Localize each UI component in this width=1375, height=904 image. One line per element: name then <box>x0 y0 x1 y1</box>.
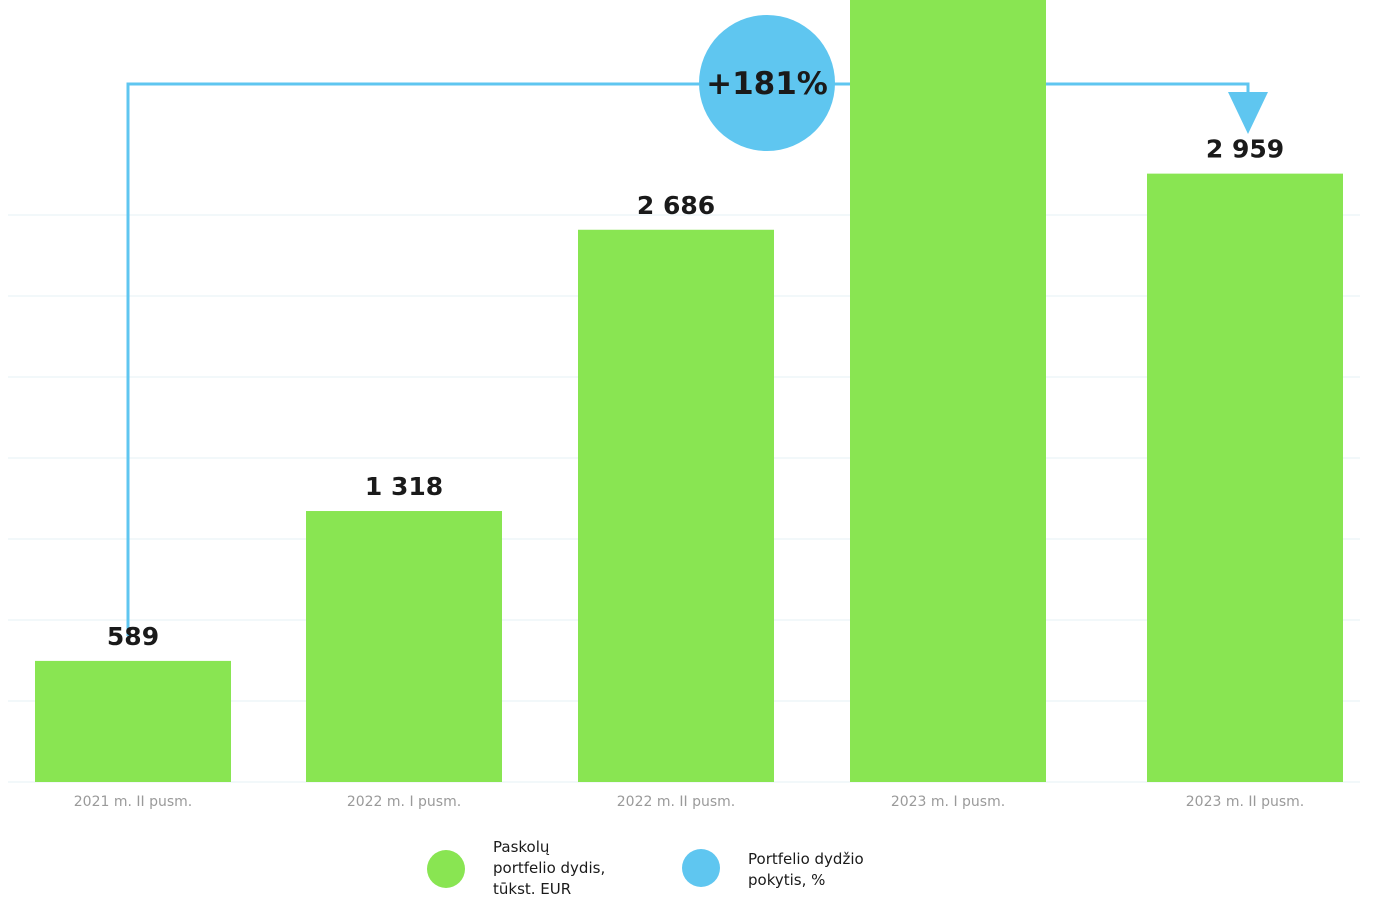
bar-value-label: 2 959 <box>1206 135 1284 164</box>
bar <box>306 511 502 782</box>
bar <box>35 661 231 782</box>
legend: Paskolų portfelio dydis, tūkst. EUR Portfel… <box>427 838 864 898</box>
legend-label-line: Portfelio dydžio <box>748 850 864 868</box>
bars <box>35 0 1343 782</box>
legend-swatch <box>682 849 720 887</box>
bar <box>578 230 774 782</box>
category-label: 2023 m. II pusm. <box>1186 794 1304 810</box>
change-arrow-head <box>1228 92 1268 134</box>
category-label: 2021 m. II pusm. <box>74 794 192 810</box>
category-label: 2022 m. II pusm. <box>617 794 735 810</box>
legend-swatch <box>427 850 465 888</box>
change-badge: +181% <box>699 15 835 151</box>
change-badge-label: +181% <box>706 66 828 102</box>
category-label: 2023 m. I pusm. <box>891 794 1005 810</box>
legend-label-line: portfelio dydis, <box>493 859 605 877</box>
bar-value-label: 2 686 <box>637 191 715 220</box>
legend-label: Portfelio dydžio pokytis, % <box>748 850 864 889</box>
bar-value-label: 589 <box>107 622 159 651</box>
bar <box>1147 174 1343 782</box>
legend-label-line: Paskolų <box>493 838 550 856</box>
legend-label-line: tūkst. EUR <box>493 880 571 898</box>
category-labels: 2021 m. II pusm. 2022 m. I pusm. 2022 m. I… <box>74 794 1304 810</box>
legend-label: Paskolų portfelio dydis, tūkst. EUR <box>493 838 605 898</box>
category-label: 2022 m. I pusm. <box>347 794 461 810</box>
legend-label-line: pokytis, % <box>748 871 825 889</box>
bar <box>850 0 1046 782</box>
bar-value-label: 1 318 <box>365 472 443 501</box>
